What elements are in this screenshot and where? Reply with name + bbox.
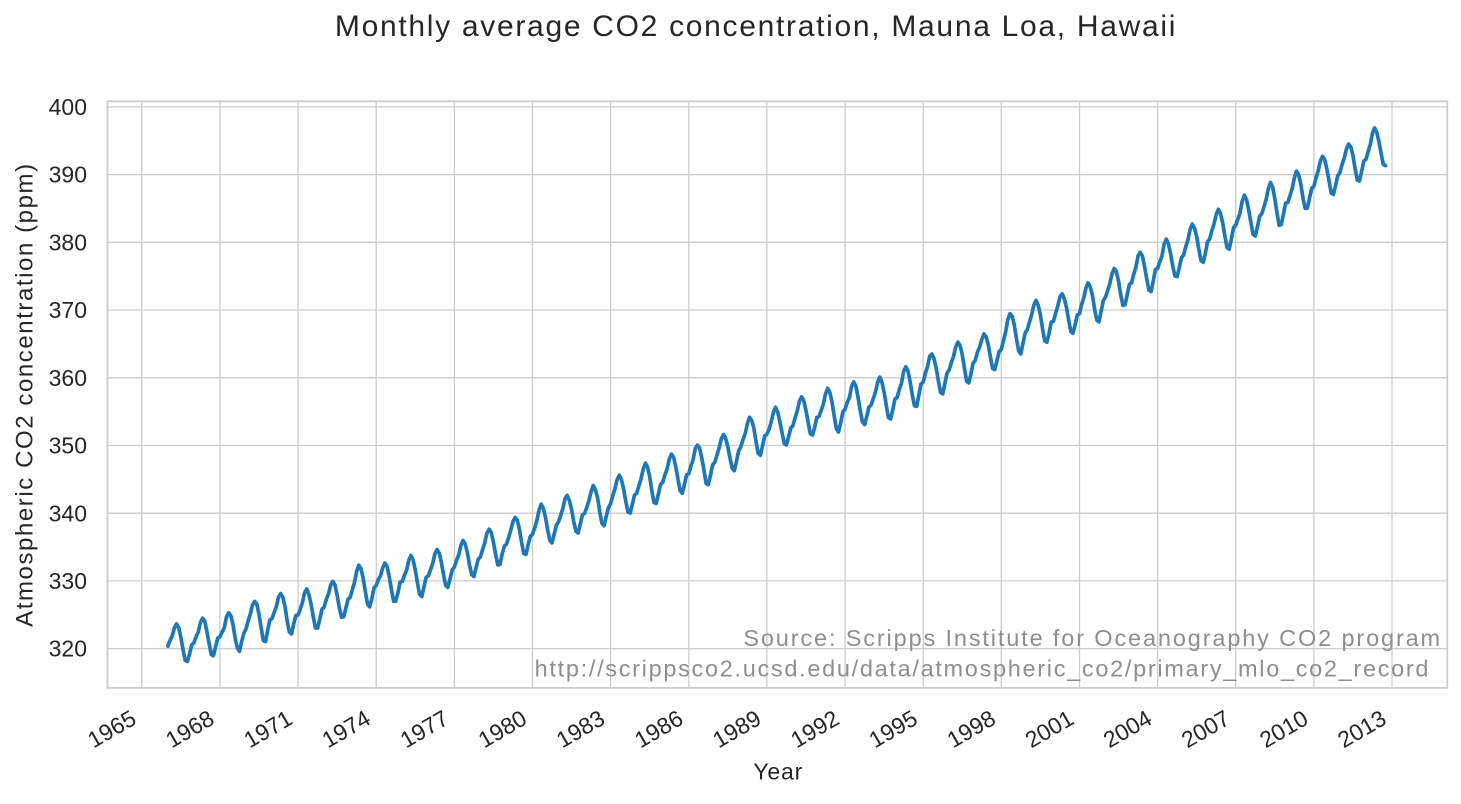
svg-text:Year: Year [753, 758, 803, 784]
svg-text:340: 340 [49, 500, 87, 526]
svg-text:380: 380 [49, 229, 87, 255]
svg-text:http://scrippsco2.ucsd.edu/dat: http://scrippsco2.ucsd.edu/data/atmosphe… [535, 656, 1431, 682]
svg-text:Monthly average CO2 concentrat: Monthly average CO2 concentration, Mauna… [335, 10, 1177, 43]
svg-text:Source: Scripps Institute for: Source: Scripps Institute for Oceanograp… [743, 625, 1442, 651]
svg-text:360: 360 [49, 365, 87, 391]
svg-text:Atmospheric CO2 concentration: Atmospheric CO2 concentration (ppm) [12, 162, 39, 626]
svg-text:320: 320 [49, 636, 87, 662]
svg-text:390: 390 [49, 162, 87, 188]
svg-text:400: 400 [49, 94, 87, 120]
svg-text:370: 370 [49, 297, 87, 323]
svg-text:350: 350 [49, 433, 87, 459]
svg-text:330: 330 [49, 568, 87, 594]
